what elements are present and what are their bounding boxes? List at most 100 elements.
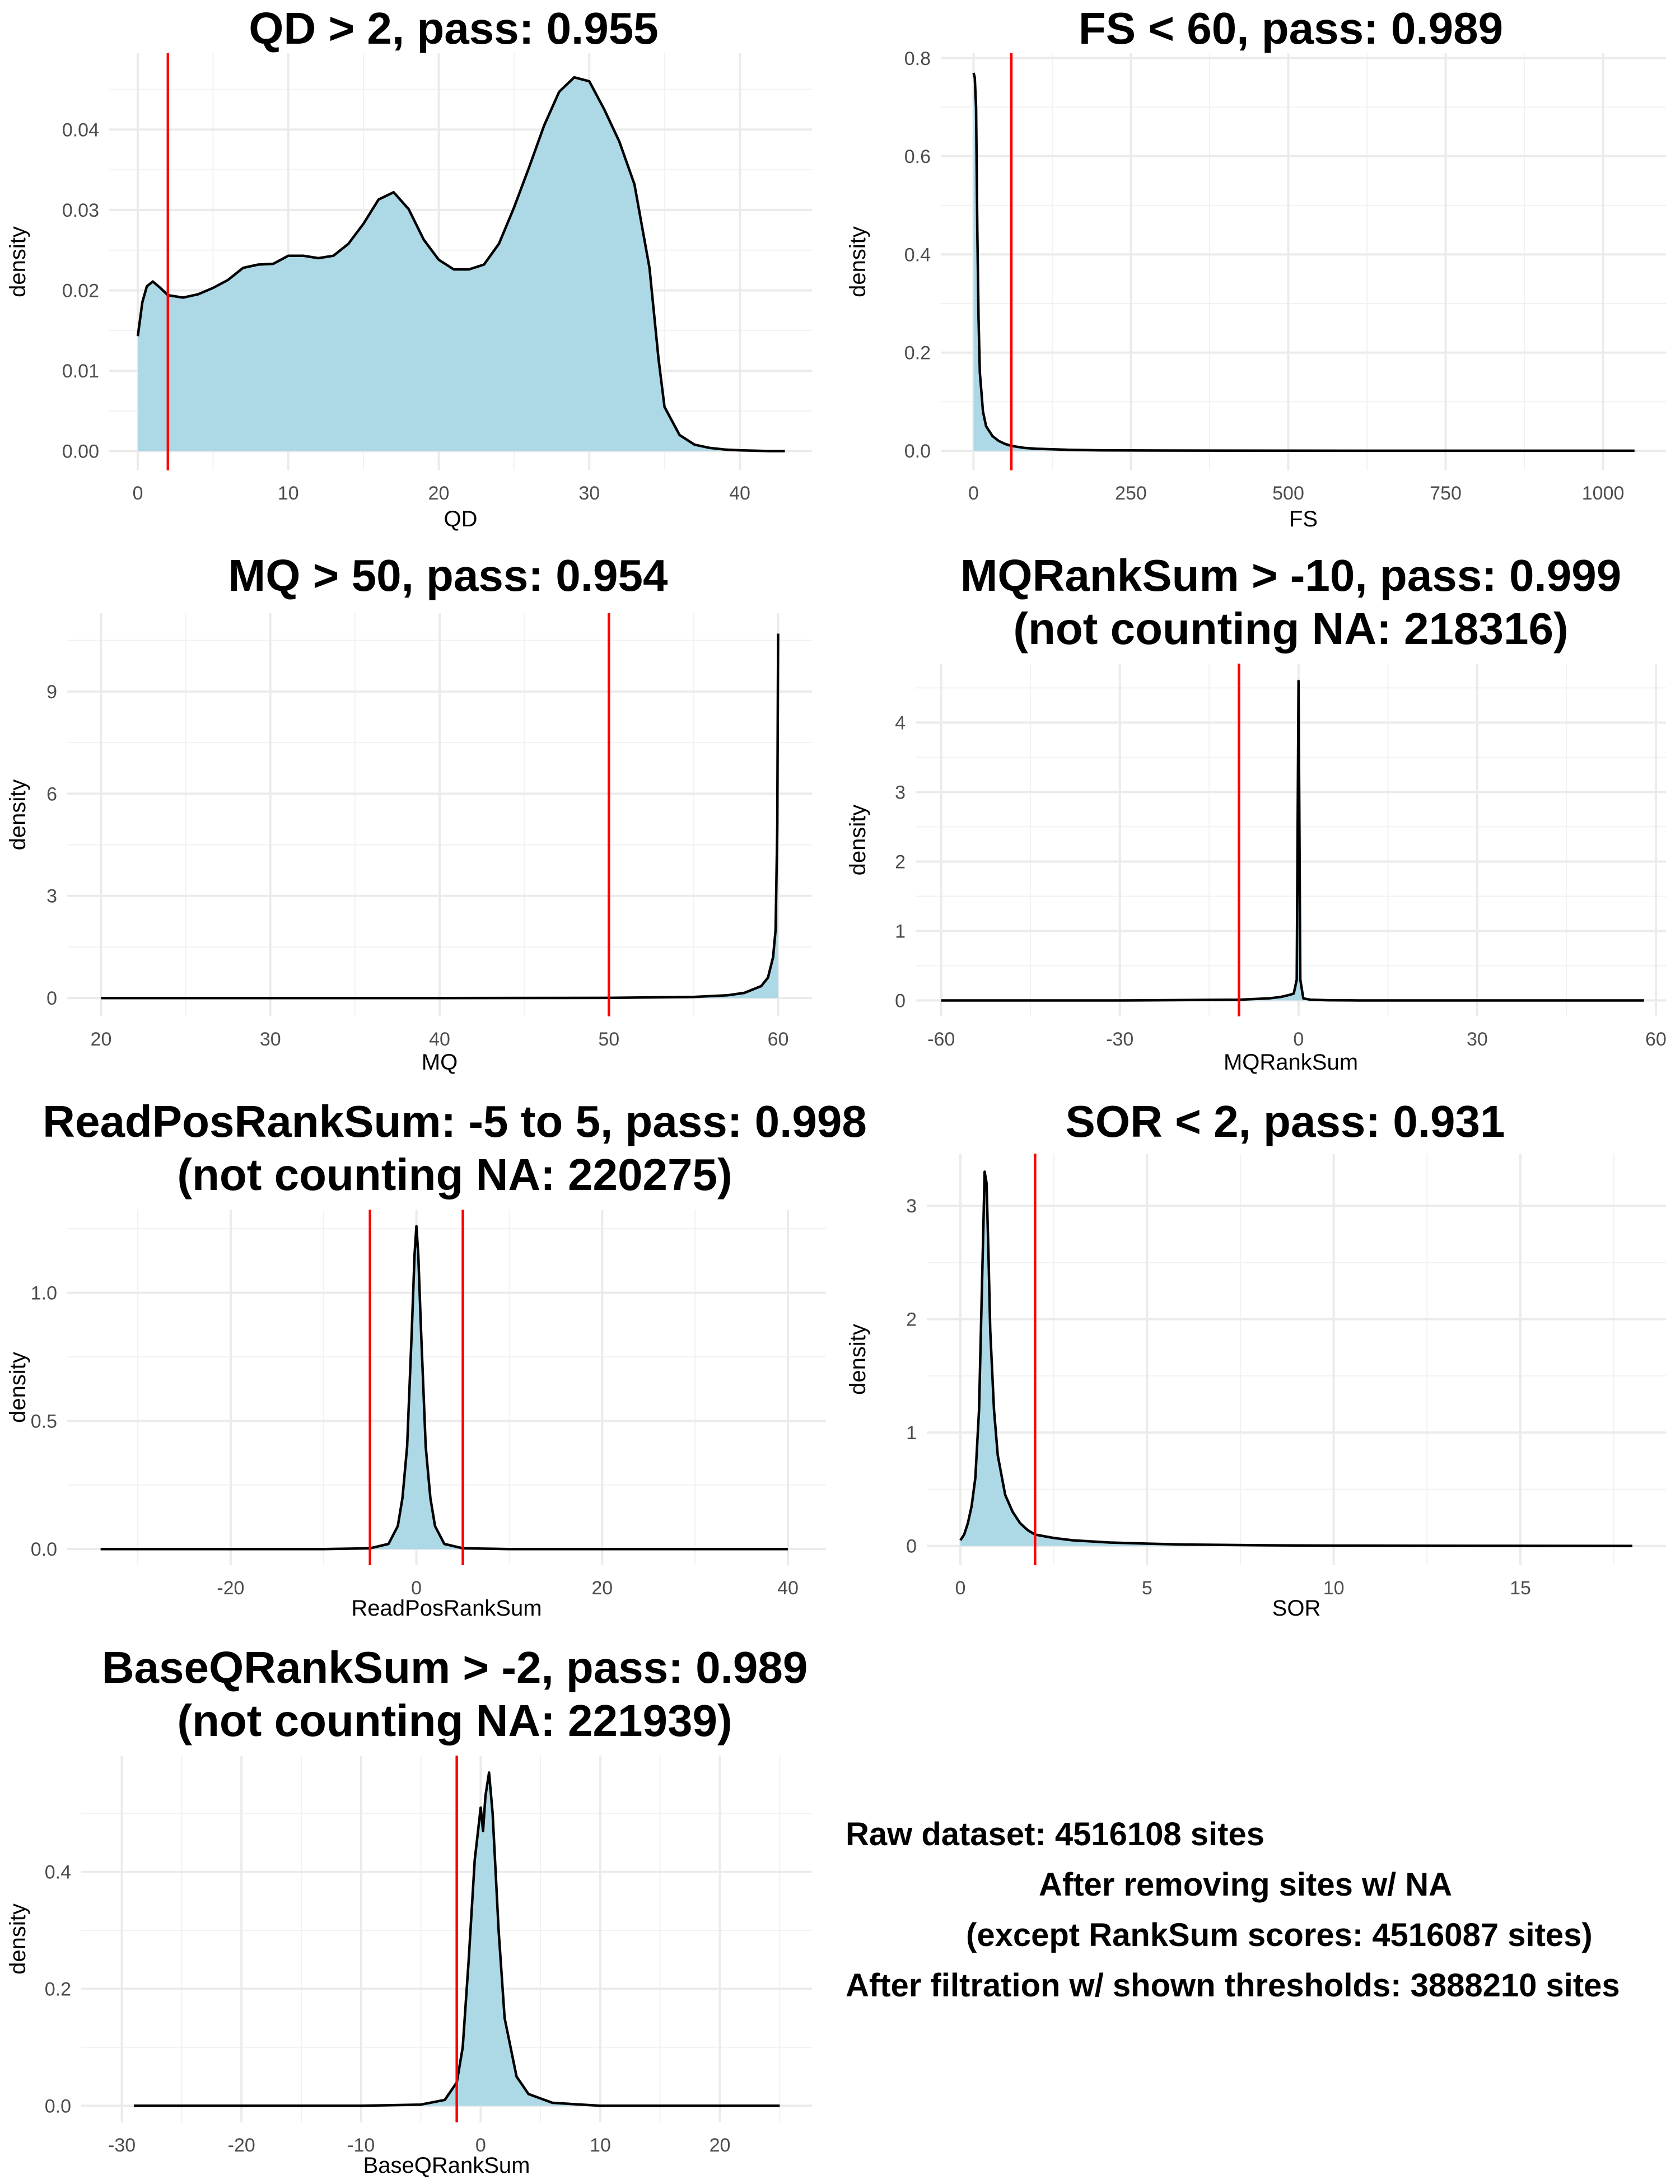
panel-title-baseqranksum-line2: (not counting NA: 221939) xyxy=(177,1696,732,1746)
density-curve-readposranksum xyxy=(100,1225,788,1551)
x-axis-label-baseqranksum: BaseQRankSum xyxy=(363,2153,530,2178)
panel-mq: 20 30 40 50 60 0 3 6 9 MQ density MQ > 50, pass: 0.… xyxy=(6,550,812,1075)
x-axis-label-readposranksum: ReadPosRankSum xyxy=(351,1596,542,1621)
x-tick-label-readposranksum: 20 xyxy=(591,1578,613,1599)
x-tick-label-baseqranksum: 10 xyxy=(590,2135,611,2156)
y-tick-label-fs: 0.0 xyxy=(904,441,931,462)
y-axis-label-qd: density xyxy=(6,226,30,297)
y-tick-label-sor: 1 xyxy=(906,1422,917,1444)
x-tick-label-mq: 60 xyxy=(768,1029,789,1050)
density-curve-mq xyxy=(101,633,780,1000)
x-tick-label-sor: 10 xyxy=(1323,1578,1345,1599)
summary-raw-dataset: Raw dataset: 4516108 sites xyxy=(846,1816,1264,1852)
y-axis-label-mqranksum: density xyxy=(846,805,870,876)
y-tick-label-mq: 0 xyxy=(46,988,57,1009)
panel-title-sor: SOR < 2, pass: 0.931 xyxy=(1066,1096,1505,1146)
panel-title-readposranksum-line2: (not counting NA: 220275) xyxy=(177,1150,732,1200)
x-tick-label-mq: 30 xyxy=(260,1029,281,1050)
x-tick-label-mqranksum: 60 xyxy=(1645,1029,1667,1050)
panel-title-fs: FS < 60, pass: 0.989 xyxy=(1079,3,1503,53)
x-tick-label-qd: 0 xyxy=(133,483,143,504)
y-axis-label-mq: density xyxy=(6,780,30,851)
x-tick-label-qd: 20 xyxy=(428,483,450,504)
summary-after-removing-na: After removing sites w/ NA xyxy=(1039,1866,1452,1903)
density-area-mqranksum xyxy=(941,681,1644,1001)
x-tick-label-qd: 30 xyxy=(578,483,600,504)
x-tick-label-baseqranksum: -30 xyxy=(108,2135,136,2156)
y-tick-label-baseqranksum: 0.2 xyxy=(45,1978,71,2000)
y-tick-label-qd: 0.00 xyxy=(62,441,99,463)
y-tick-label-qd: 0.02 xyxy=(62,280,99,301)
y-tick-label-readposranksum: 0.5 xyxy=(31,1411,57,1432)
y-tick-label-baseqranksum: 0.0 xyxy=(45,2096,71,2117)
y-tick-label-readposranksum: 0.0 xyxy=(31,1539,57,1560)
density-area-fs xyxy=(973,73,1635,451)
panel-title-qd: QD > 2, pass: 0.955 xyxy=(249,3,659,53)
x-tick-label-mq: 40 xyxy=(429,1029,450,1050)
y-tick-label-mqranksum: 4 xyxy=(895,712,906,734)
y-tick-label-mqranksum: 2 xyxy=(895,851,906,872)
x-tick-label-baseqranksum: -20 xyxy=(228,2135,255,2156)
x-tick-label-mq: 20 xyxy=(91,1029,112,1050)
y-tick-label-qd: 0.01 xyxy=(62,361,99,382)
x-tick-label-mq: 50 xyxy=(598,1029,619,1050)
x-tick-label-qd: 40 xyxy=(729,483,750,504)
summary-note: Raw dataset: 4516108 sites After removin… xyxy=(846,1816,1620,2004)
x-tick-label-readposranksum: 0 xyxy=(411,1578,422,1599)
y-axis-label-readposranksum: density xyxy=(6,1352,30,1423)
y-tick-label-mq: 3 xyxy=(46,886,57,907)
y-axis-label-fs: density xyxy=(846,226,870,297)
density-curve-qd xyxy=(136,76,785,452)
density-area-readposranksum xyxy=(100,1226,788,1550)
x-tick-label-mqranksum: -60 xyxy=(927,1029,955,1050)
y-tick-label-sor: 0 xyxy=(906,1536,917,1557)
x-axis-label-fs: FS xyxy=(1289,507,1318,531)
summary-except-ranksum: (except RankSum scores: 4516087 sites) xyxy=(966,1917,1593,1953)
panel-sor: 0 5 10 15 0 1 2 3 SOR density SOR < 2, pass: 0.931 xyxy=(846,1096,1666,1621)
x-tick-label-readposranksum: 40 xyxy=(777,1578,799,1599)
x-tick-label-mqranksum: 30 xyxy=(1467,1029,1488,1050)
x-tick-label-fs: 250 xyxy=(1115,483,1147,504)
panel-title-mqranksum: MQRankSum > -10, pass: 0.999 xyxy=(960,550,1622,600)
x-tick-label-fs: 1000 xyxy=(1582,483,1625,504)
panel-title-readposranksum: ReadPosRankSum: -5 to 5, pass: 0.998 xyxy=(43,1096,867,1146)
y-tick-label-baseqranksum: 0.4 xyxy=(45,1862,71,1883)
x-axis-label-mqranksum: MQRankSum xyxy=(1224,1050,1358,1075)
y-tick-label-qd: 0.03 xyxy=(62,200,99,221)
x-tick-label-mqranksum: 0 xyxy=(1293,1029,1304,1050)
y-tick-label-fs: 0.8 xyxy=(904,48,931,69)
density-area-qd xyxy=(138,77,785,451)
panel-qd: 0 10 20 30 40 0.00 0.01 0.02 0.03 0.04 QD density QD… xyxy=(6,3,812,531)
y-tick-label-sor: 3 xyxy=(906,1196,917,1217)
density-curve-sor xyxy=(959,1170,1633,1547)
y-tick-label-mq: 9 xyxy=(46,682,57,703)
panel-title-mqranksum-line2: (not counting NA: 218316) xyxy=(1013,604,1568,654)
x-tick-label-qd: 10 xyxy=(278,483,299,504)
x-tick-label-fs: 500 xyxy=(1272,483,1304,504)
y-tick-label-mqranksum: 0 xyxy=(895,990,906,1011)
y-tick-label-fs: 0.6 xyxy=(904,146,931,167)
x-tick-label-sor: 0 xyxy=(955,1578,966,1599)
x-tick-label-mqranksum: -30 xyxy=(1106,1029,1133,1050)
summary-after-filtration: After filtration w/ shown thresholds: 38… xyxy=(846,1967,1620,2004)
density-curve-fs xyxy=(972,72,1635,452)
y-tick-label-mq: 6 xyxy=(46,783,57,805)
y-tick-label-mqranksum: 1 xyxy=(895,921,906,942)
density-curve-baseqranksum xyxy=(134,1771,780,2107)
x-tick-label-baseqranksum: -10 xyxy=(347,2135,375,2156)
x-tick-label-baseqranksum: 0 xyxy=(475,2135,486,2156)
panel-readposranksum: -20 0 20 40 0.0 0.5 1.0 ReadPosRankSum density Re… xyxy=(6,1096,867,1621)
panel-title-baseqranksum: BaseQRankSum > -2, pass: 0.989 xyxy=(102,1642,808,1692)
y-axis-label-sor: density xyxy=(846,1324,870,1395)
panel-baseqranksum: -30 -20 -10 0 10 20 0.0 0.2 0.4 BaseQRankSum densi… xyxy=(6,1642,812,2178)
x-axis-label-qd: QD xyxy=(444,507,478,531)
x-axis-label-sor: SOR xyxy=(1272,1596,1321,1621)
y-tick-label-readposranksum: 1.0 xyxy=(31,1283,57,1304)
y-tick-label-fs: 0.2 xyxy=(904,343,931,364)
density-curve-mqranksum xyxy=(941,679,1644,1002)
y-tick-label-fs: 0.4 xyxy=(904,244,931,265)
x-axis-label-mq: MQ xyxy=(422,1050,458,1075)
panel-title-mq: MQ > 50, pass: 0.954 xyxy=(228,550,668,600)
y-axis-label-baseqranksum: density xyxy=(6,1903,30,1975)
